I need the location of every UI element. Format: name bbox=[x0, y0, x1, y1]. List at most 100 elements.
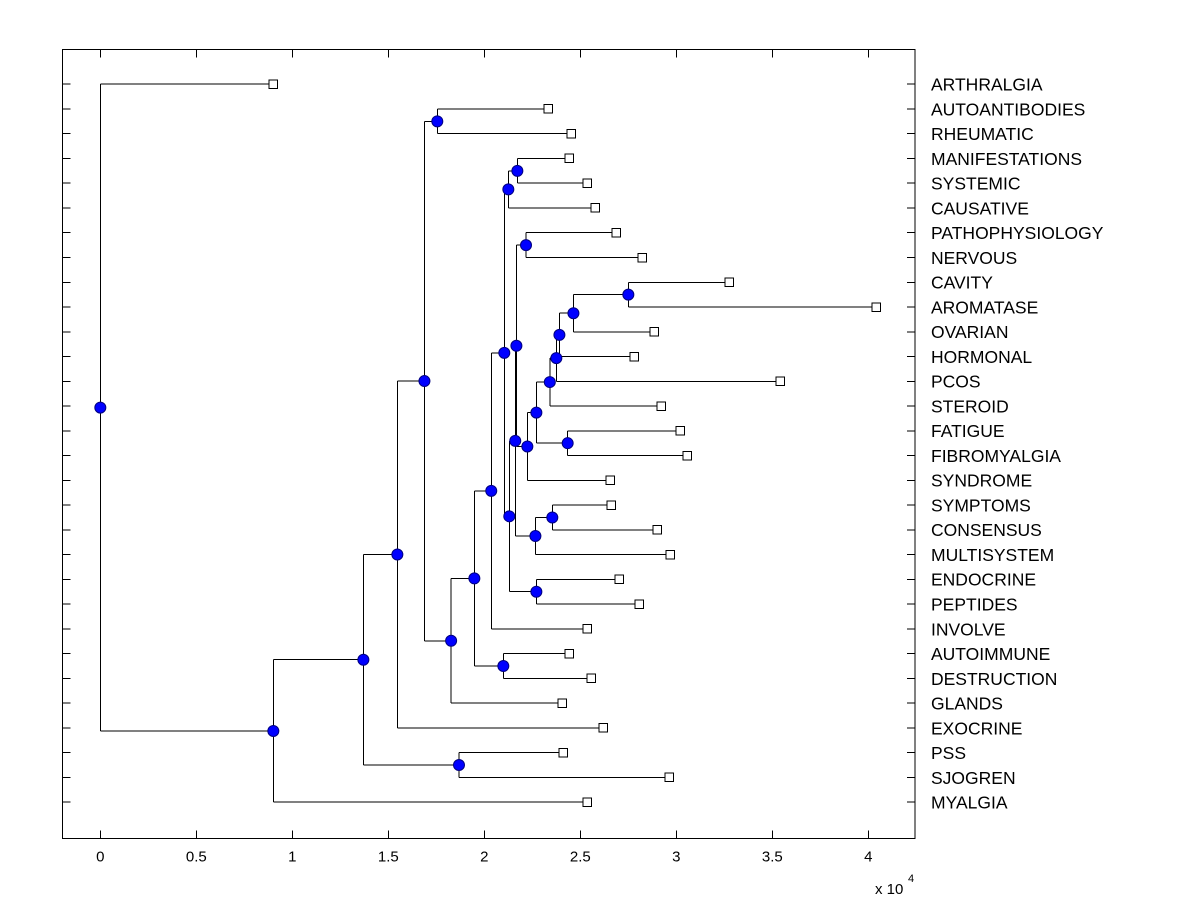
leaf-label: AUTOIMMUNE bbox=[931, 644, 1050, 664]
x-tick-label: 0.5 bbox=[186, 848, 207, 865]
internal-node-marker bbox=[530, 585, 543, 598]
leaf-label: INVOLVE bbox=[931, 619, 1006, 639]
leaf-marker bbox=[582, 178, 593, 188]
x-tick-label: 2.5 bbox=[570, 848, 591, 865]
leaf-label: OVARIAN bbox=[931, 322, 1008, 342]
internal-node-marker bbox=[520, 239, 533, 252]
internal-node-marker bbox=[498, 346, 511, 359]
leaf-label: SYNDROME bbox=[931, 471, 1032, 491]
internal-node-marker bbox=[502, 183, 515, 196]
internal-node-marker bbox=[267, 724, 280, 737]
internal-node-marker bbox=[511, 164, 524, 177]
leaf-marker bbox=[564, 648, 575, 659]
leaf-label: FIBROMYALGIA bbox=[931, 446, 1061, 466]
leaf-label: PSS bbox=[931, 743, 966, 763]
leaf-marker bbox=[675, 426, 686, 436]
leaf-label: FATIGUE bbox=[931, 421, 1005, 441]
leaf-marker bbox=[582, 797, 593, 807]
internal-node-marker bbox=[497, 659, 510, 672]
leaf-label: SYSTEMIC bbox=[931, 174, 1020, 194]
leaf-label: ARTHRALGIA bbox=[931, 75, 1043, 95]
internal-node-marker bbox=[622, 288, 635, 301]
plot-axes bbox=[62, 48, 916, 839]
leaf-marker bbox=[724, 277, 735, 288]
leaf-marker bbox=[629, 351, 640, 362]
internal-node-marker bbox=[550, 352, 563, 365]
leaf-marker bbox=[614, 574, 625, 585]
leaf-label: ENDOCRINE bbox=[931, 570, 1036, 590]
leaf-marker bbox=[637, 252, 648, 263]
leaf-marker bbox=[665, 549, 676, 560]
leaf-label: SJOGREN bbox=[931, 768, 1016, 788]
leaf-label: NERVOUS bbox=[931, 248, 1017, 268]
internal-node-marker bbox=[485, 484, 498, 497]
leaf-label: CAVITY bbox=[931, 273, 993, 293]
leaf-marker bbox=[557, 698, 568, 708]
x-tick-label: 1 bbox=[288, 848, 296, 865]
leaf-label: RHEUMATIC bbox=[931, 124, 1034, 144]
leaf-marker bbox=[566, 128, 577, 139]
dendrogram-markers bbox=[94, 79, 882, 807]
axes-box bbox=[62, 48, 916, 839]
internal-node-marker bbox=[391, 548, 404, 561]
leaf-label: PCOS bbox=[931, 372, 981, 392]
leaf-label: MYALGIA bbox=[931, 793, 1008, 813]
leaf-marker bbox=[598, 723, 609, 733]
internal-node-marker bbox=[567, 307, 580, 320]
internal-node-marker bbox=[530, 406, 543, 419]
leaf-marker bbox=[611, 227, 622, 238]
internal-node-marker bbox=[452, 759, 465, 772]
leaf-marker bbox=[586, 673, 597, 684]
internal-node-marker bbox=[468, 572, 481, 585]
internal-node-marker bbox=[445, 634, 458, 647]
leaf-marker bbox=[634, 599, 645, 609]
leaf-marker bbox=[543, 104, 554, 114]
leaf-marker bbox=[605, 475, 616, 486]
leaf-marker bbox=[775, 376, 786, 387]
internal-node-marker bbox=[503, 510, 516, 523]
leaf-marker bbox=[606, 500, 617, 510]
leaf-label: PEPTIDES bbox=[931, 595, 1018, 615]
x-tick-label: 4 bbox=[864, 848, 872, 865]
internal-node-marker bbox=[431, 115, 444, 128]
leaf-marker bbox=[652, 525, 663, 535]
leaf-label: MANIFESTATIONS bbox=[931, 149, 1082, 169]
x-multiplier-label: x 10 bbox=[875, 881, 903, 898]
internal-node-marker bbox=[510, 339, 523, 352]
leaf-label: CAUSATIVE bbox=[931, 198, 1029, 218]
x-tick-label: 2 bbox=[480, 848, 488, 865]
internal-node-marker bbox=[543, 376, 556, 389]
internal-node-marker bbox=[509, 434, 522, 447]
internal-node-marker bbox=[94, 401, 107, 414]
leaf-label: EXOCRINE bbox=[931, 718, 1022, 738]
internal-node-marker bbox=[357, 653, 370, 666]
chart-labels: x 10 4 0 0.5 1 1.5 2 2.5 3 3.5 4 ARTHRALGIA AUTOAN… bbox=[96, 75, 1104, 898]
leaf-marker bbox=[656, 401, 667, 411]
leaf-marker bbox=[558, 747, 569, 758]
leaf-label: STEROID bbox=[931, 396, 1009, 416]
leaf-label: AUTOANTIBODIES bbox=[931, 99, 1085, 119]
leaf-marker bbox=[871, 302, 882, 312]
leaf-label: CONSENSUS bbox=[931, 520, 1042, 540]
x-tick-label: 0 bbox=[96, 848, 104, 865]
internal-node-marker bbox=[529, 530, 542, 543]
internal-node-marker bbox=[418, 375, 431, 388]
leaf-marker bbox=[664, 772, 675, 783]
leaf-label: SYMPTOMS bbox=[931, 495, 1031, 515]
internal-node-marker bbox=[521, 440, 534, 453]
internal-node-marker bbox=[546, 511, 559, 524]
leaf-label: HORMONAL bbox=[931, 347, 1032, 367]
leaf-marker bbox=[682, 450, 693, 461]
leaf-label: MULTISYSTEM bbox=[931, 545, 1054, 565]
leaf-marker bbox=[590, 203, 601, 213]
x-tick-label: 1.5 bbox=[378, 848, 399, 865]
x-tick-label: 3.5 bbox=[762, 848, 783, 865]
internal-node-marker bbox=[553, 328, 566, 341]
leaf-marker bbox=[268, 79, 279, 89]
x-tick-label: 3 bbox=[672, 848, 680, 865]
internal-node-marker bbox=[561, 437, 574, 450]
leaf-marker bbox=[582, 624, 593, 634]
leaf-marker bbox=[649, 327, 660, 337]
